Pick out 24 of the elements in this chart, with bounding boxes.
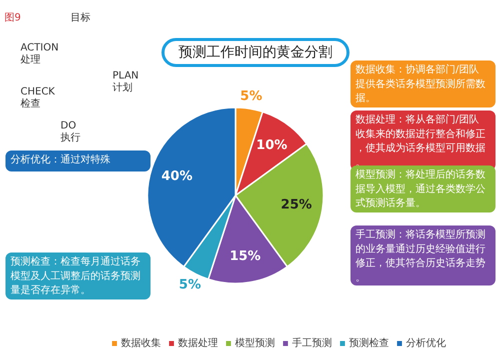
data-label: 25% [280,198,312,213]
text: 手工预测：将话务模型所预测的业务量通过历史经验值进行修正，使其符合历史话务走势。 [356,228,486,284]
text: 分析优化：通过对特殊 [10,154,110,166]
text: 目标 [70,12,90,24]
legend-label: 预测检查 [349,336,389,350]
data-label: 5% [240,88,262,104]
data-label: 5% [178,277,201,292]
legend-label: 分析优化 [406,336,446,350]
legend-label: 手工预测 [292,336,332,350]
data-label: 15% [230,248,261,264]
text: 模型预测：将处理后的话务数据导入模型，通过各类数学公式预测话务量。 [356,168,486,210]
legend-label: 模型预测 [235,336,275,350]
chart-title: 预测工作时间的黄金分割 [178,44,332,60]
legend-label: 数据处理 [178,336,218,350]
caption: 图9 [4,12,21,24]
legend-label: 数据收集 [121,337,161,350]
text: CHECK 检查 [20,86,56,110]
text: 数据收集：协调各部门/团队提供各类话务模型预测所需数据。 [356,64,486,104]
text: 预测检查：检查每月通过话务模型及人工调整后的话务预测量是否存在异常。 [10,256,140,296]
text: PLAN 计划 [112,70,139,94]
data-label: 10% [256,138,288,154]
data-label: 40% [161,168,192,184]
text: ACTION 处理 [20,42,59,66]
text: DO 执行 [60,120,80,144]
